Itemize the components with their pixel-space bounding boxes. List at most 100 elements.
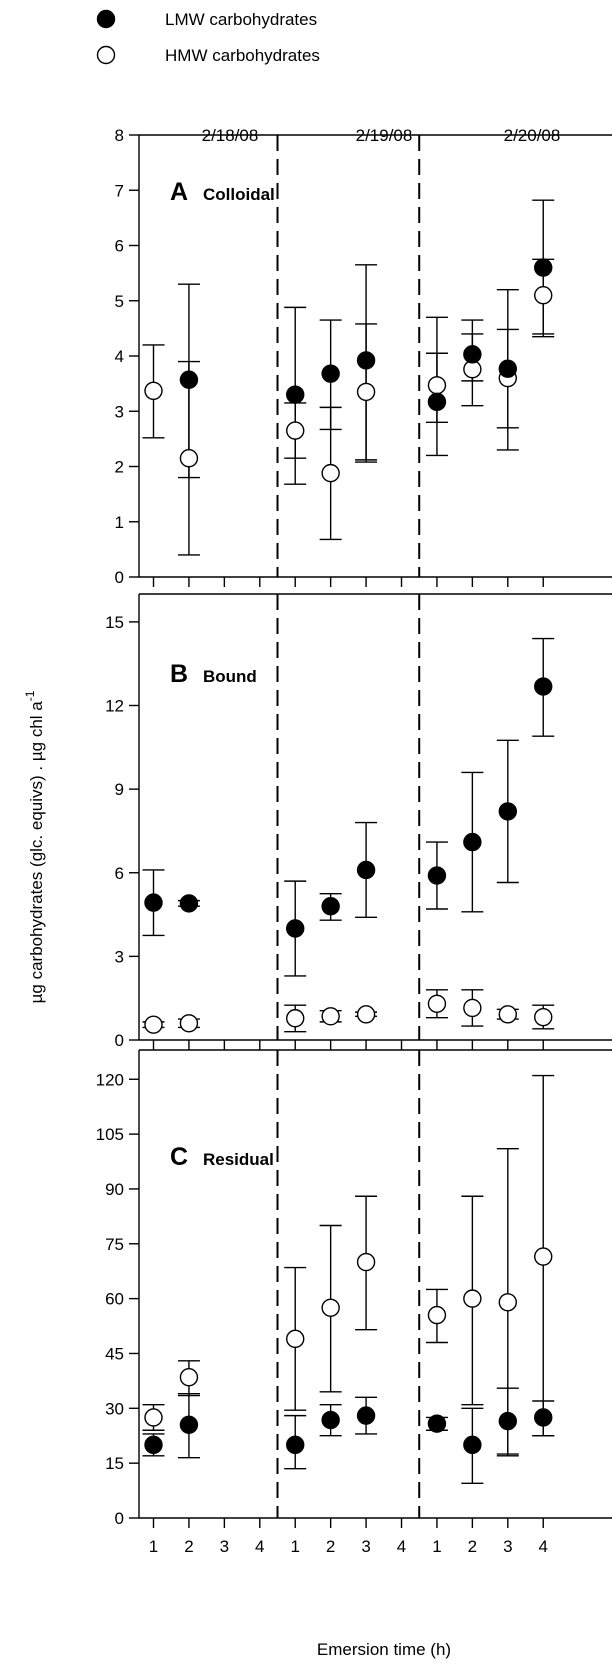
panel-c: 0 15 30 45 60 75 90 105 120 <box>96 1049 612 1528</box>
panel-b-hmw-point <box>356 1005 376 1024</box>
x-axis-title: Emersion time (h) <box>317 1640 451 1659</box>
panel-c-hmw-point <box>179 1368 199 1387</box>
x-tick-label: 3 <box>220 1537 229 1556</box>
panel-a-hmw-point <box>321 463 340 483</box>
panel-a-lmw-point <box>534 258 553 277</box>
x-tick-label: 3 <box>361 1537 370 1556</box>
panel-c-hmw-point <box>498 1293 517 1312</box>
panel-a-lmw-point <box>179 370 199 389</box>
panel-b-name: Bound <box>203 667 257 686</box>
panel-b-hmw-point <box>286 1009 305 1028</box>
panel-a-y-tick-label: 3 <box>115 402 124 421</box>
panel-b-hmw-point <box>427 994 447 1013</box>
panel-c-lmw-point <box>144 1435 163 1455</box>
legend-marker-lmw <box>96 9 116 29</box>
panel-a: 0 1 2 3 4 5 6 7 8 <box>115 126 612 587</box>
panel-b: 0 3 6 9 12 15 <box>105 593 612 1050</box>
panel-c-lmw-point <box>534 1408 553 1427</box>
y-axis-title-superscript: -1 <box>23 690 37 701</box>
panel-a-hmw-point <box>179 449 199 468</box>
panel-b-hmw-point <box>179 1014 199 1033</box>
panel-c-y-tick-label: 105 <box>96 1125 124 1144</box>
panel-c-name: Residual <box>203 1150 274 1169</box>
panel-c-y-tick-label: 75 <box>105 1235 124 1254</box>
panel-b-hmw-point <box>321 1007 340 1026</box>
panel-b-y-tick-label: 9 <box>115 780 124 799</box>
panel-a-lmw-point <box>463 345 482 364</box>
panel-c-y-tick-label: 90 <box>105 1180 124 1199</box>
panel-c-hmw-point <box>321 1298 340 1317</box>
panel-c-title: C Residual <box>170 1143 274 1171</box>
panel-a-y-tick-label: 8 <box>115 126 124 145</box>
panel-c-lmw-point <box>179 1415 199 1434</box>
panel-b-hmw-point <box>498 1005 517 1024</box>
panel-a-y-tick-label: 7 <box>115 181 124 200</box>
panel-a-lmw-point <box>356 351 376 370</box>
panel-c-y-tick-label: 0 <box>115 1509 124 1528</box>
y-axis-title: µg carbohydrates (glc. equivs) . µg chl … <box>23 690 46 1003</box>
panel-a-y-tick-label: 0 <box>115 568 124 587</box>
x-tick-label: 2 <box>184 1537 193 1556</box>
legend-label-hmw: HMW carbohydrates <box>165 46 320 65</box>
panel-b-y-tick-label: 6 <box>115 864 124 883</box>
panel-b-lmw-point <box>463 832 482 852</box>
x-tick-label: 4 <box>538 1537 547 1556</box>
panel-b-y-tick-label: 12 <box>105 697 124 716</box>
panel-c-lmw-point <box>463 1435 482 1455</box>
panel-c-y-tick-label: 120 <box>96 1070 124 1089</box>
panel-a-lmw-point <box>286 385 305 404</box>
panel-c-hmw-point <box>144 1408 163 1427</box>
x-tick-label: 4 <box>255 1537 264 1556</box>
panel-c-lmw-point <box>321 1410 340 1430</box>
panel-c-hmw-point <box>356 1252 376 1272</box>
panel-b-lmw-point <box>498 802 517 821</box>
panel-a-hmw-point <box>534 286 553 305</box>
panel-c-lmw-point <box>427 1414 447 1433</box>
panel-b-lmw-point <box>286 919 305 938</box>
legend: LMW carbohydrates HMW carbohydrates <box>96 9 320 65</box>
x-tick-label: 1 <box>149 1537 158 1556</box>
panel-a-lmw-point <box>498 359 517 378</box>
panel-b-hmw-point <box>534 1007 553 1027</box>
legend-label-lmw: LMW carbohydrates <box>165 10 317 29</box>
panel-a-lmw-point <box>321 364 340 383</box>
panel-c-lmw-point <box>286 1435 305 1455</box>
panel-c-lmw-point <box>356 1406 376 1425</box>
panel-c-y-tick-label: 15 <box>105 1454 124 1473</box>
panel-a-hmw-point <box>286 421 305 440</box>
panel-a-name: Colloidal <box>203 185 275 204</box>
legend-marker-hmw <box>96 45 116 65</box>
x-tick-label: 1 <box>290 1537 299 1556</box>
panel-c-lmw-point <box>498 1411 517 1431</box>
panel-b-lmw-point <box>321 897 340 916</box>
panel-b-lmw-point <box>427 866 447 885</box>
panel-a-hmw-point <box>427 376 447 395</box>
panel-b-title: B Bound <box>170 660 257 688</box>
panel-c-y-tick-label: 45 <box>105 1344 124 1363</box>
panel-a-y-tick-label: 5 <box>115 292 124 311</box>
panel-b-letter: B <box>170 660 188 688</box>
panel-b-y-tick-label: 15 <box>105 613 124 632</box>
x-tick-label: 2 <box>468 1537 477 1556</box>
panel-a-y-tick-label: 1 <box>115 513 124 532</box>
panel-a-y-tick-label: 2 <box>115 458 124 477</box>
panel-c-hmw-point <box>463 1289 482 1308</box>
panel-b-hmw-point <box>144 1015 163 1034</box>
panel-a-hmw-point <box>356 382 376 402</box>
y-axis-title-text: µg carbohydrates (glc. equivs) . µg chl … <box>27 701 46 1004</box>
x-tick-label: 2 <box>326 1537 335 1556</box>
panel-a-hmw-point <box>144 381 163 401</box>
panel-b-y-tick-label: 3 <box>115 947 124 966</box>
x-tick-label: 3 <box>503 1537 512 1556</box>
panel-b-lmw-point <box>534 677 553 696</box>
panel-b-y-tick-label: 0 <box>115 1031 124 1050</box>
panel-c-letter: C <box>170 1143 188 1171</box>
panel-b-lmw-point <box>179 894 199 913</box>
panel-a-lmw-point <box>427 392 447 412</box>
panel-c-y-tick-label: 30 <box>105 1399 124 1418</box>
panel-c-hmw-point <box>534 1247 553 1266</box>
panel-a-title: A Colloidal <box>170 178 275 206</box>
panel-b-lmw-point <box>356 860 376 880</box>
panel-a-y-tick-label: 6 <box>115 237 124 256</box>
